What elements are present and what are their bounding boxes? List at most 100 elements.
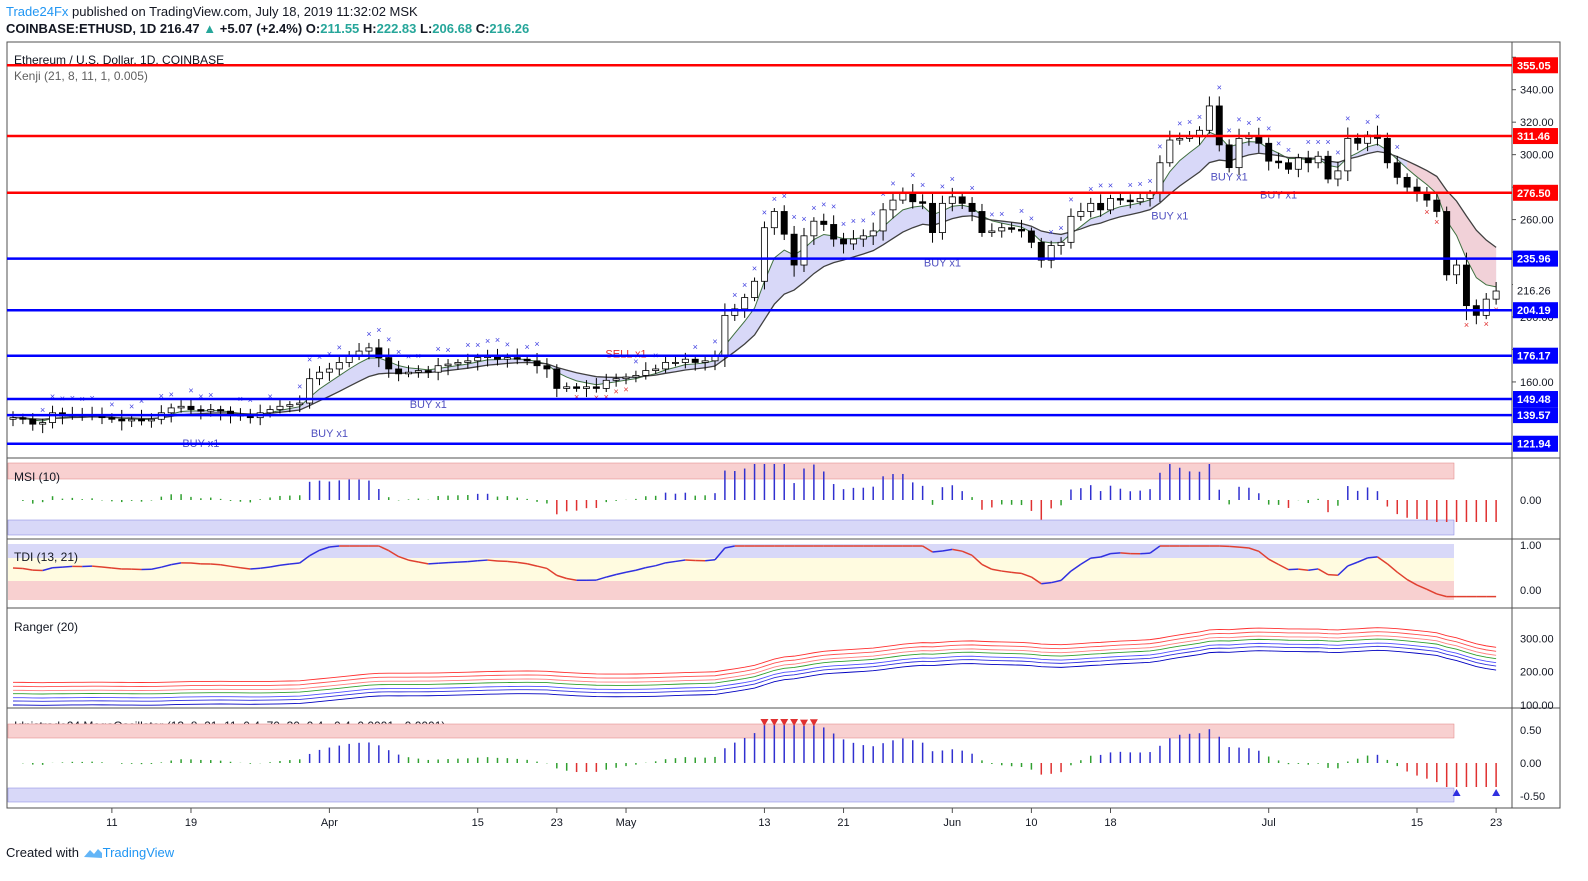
signal-marker: × xyxy=(1157,141,1162,151)
candle-body xyxy=(325,368,333,373)
candle-body xyxy=(612,378,620,381)
ranger-band xyxy=(12,642,1497,699)
tdi-tick-label: 1.00 xyxy=(1520,540,1541,552)
tdi-line-segment xyxy=(210,563,221,566)
candle-body xyxy=(1344,138,1352,172)
tdi-line-segment xyxy=(526,563,538,567)
signal-annotation: BUY x1 xyxy=(924,258,961,270)
mega-buy-triangle xyxy=(1492,789,1501,796)
tdi-line-segment xyxy=(1080,557,1092,565)
candle-body xyxy=(1462,264,1470,307)
candle-body xyxy=(632,375,640,378)
current-price-label: 216.26 xyxy=(1517,286,1551,298)
tdi-line-segment xyxy=(161,563,172,568)
signal-marker: × xyxy=(159,391,164,401)
signal-marker: × xyxy=(762,207,767,217)
ranger-band xyxy=(12,645,1497,702)
signal-marker: × xyxy=(1306,137,1311,147)
signal-marker: × xyxy=(1019,206,1024,216)
signal-marker: × xyxy=(742,280,747,290)
signal-marker: × xyxy=(1138,179,1143,189)
tdi-line-segment xyxy=(1021,572,1032,578)
ranger-tick-label: 100.00 xyxy=(1520,700,1554,712)
tdi-line-segment xyxy=(1041,581,1052,585)
signal-marker: × xyxy=(574,392,579,402)
signal-marker: × xyxy=(613,387,618,397)
tdi-title: TDI (13, 21) xyxy=(14,550,78,564)
tdi-line-segment xyxy=(714,547,726,561)
tdi-line-segment xyxy=(1110,552,1121,555)
candle-body xyxy=(405,371,412,375)
signal-marker: × xyxy=(1049,227,1054,237)
signal-marker: × xyxy=(1424,207,1429,217)
signal-annotation: BUY x1 xyxy=(311,428,348,440)
tdi-line-segment xyxy=(1298,568,1309,572)
candle-body xyxy=(1037,241,1045,261)
signal-marker: × xyxy=(267,391,272,401)
signal-marker: × xyxy=(950,174,955,184)
signal-marker: × xyxy=(623,384,628,394)
tdi-line-segment xyxy=(22,567,33,571)
candle-body xyxy=(19,417,27,420)
candle-body xyxy=(988,230,996,233)
tdi-line-segment xyxy=(1416,584,1428,590)
candle-body xyxy=(503,357,511,360)
candle-body xyxy=(434,365,442,373)
candle-body xyxy=(286,404,294,407)
level-label: 204.19 xyxy=(1517,305,1551,317)
tdi-line-segment xyxy=(329,545,340,548)
level-label-box xyxy=(1513,250,1558,267)
signal-marker: × xyxy=(465,340,470,350)
tdi-line-segment xyxy=(418,561,429,565)
signal-marker: × xyxy=(495,335,500,345)
signal-marker: × xyxy=(871,209,876,219)
candle-body xyxy=(800,235,808,266)
tdi-mid-zone xyxy=(8,558,1454,581)
tdi-line-segment xyxy=(615,571,627,576)
tdi-line-segment xyxy=(1140,552,1151,555)
candle-body xyxy=(751,280,759,298)
candle-body xyxy=(1027,230,1035,243)
signal-marker: × xyxy=(386,334,391,344)
candle-body xyxy=(1492,290,1500,300)
level-label-box xyxy=(1513,407,1558,424)
candle-body xyxy=(395,368,403,375)
candle-body xyxy=(780,211,788,235)
candle-body xyxy=(523,358,531,362)
candle-body xyxy=(118,418,126,422)
signal-marker: × xyxy=(791,212,796,222)
y-tick-label: 320.00 xyxy=(1520,117,1554,129)
x-tick-label: 10 xyxy=(1025,817,1037,829)
tradingview-brand[interactable]: TradingView xyxy=(102,845,175,860)
candle-body xyxy=(316,371,323,380)
candle-body xyxy=(1077,211,1085,217)
publisher-name[interactable]: Trade24Fx xyxy=(6,4,69,19)
tdi-line-segment xyxy=(1070,563,1082,572)
msi-tick-label: 0.00 xyxy=(1520,495,1541,507)
signal-marker: × xyxy=(1464,320,1469,330)
candle-body xyxy=(652,368,660,371)
candle-body xyxy=(919,201,927,204)
signal-marker: × xyxy=(1276,139,1281,149)
candle-body xyxy=(1393,162,1401,178)
candle-body xyxy=(385,357,393,370)
candle-body xyxy=(1116,198,1124,201)
tdi-line-segment xyxy=(1426,588,1438,595)
signal-marker: × xyxy=(475,340,480,350)
signal-marker: × xyxy=(129,401,134,411)
tdi-line-segment xyxy=(1377,556,1388,565)
x-tick-label: May xyxy=(616,817,637,829)
signal-marker: × xyxy=(920,180,925,190)
signal-marker: × xyxy=(604,392,609,402)
candle-body xyxy=(1146,193,1154,199)
candle-body xyxy=(543,365,551,370)
candle-body xyxy=(1205,105,1213,131)
tdi-line-segment xyxy=(675,559,686,563)
candle-body xyxy=(573,386,581,389)
x-tick-label: 21 xyxy=(837,817,849,829)
candle-body xyxy=(691,358,699,363)
signal-marker: × xyxy=(910,170,915,180)
tdi-line-segment xyxy=(1436,593,1447,598)
signal-marker: × xyxy=(1395,142,1400,152)
